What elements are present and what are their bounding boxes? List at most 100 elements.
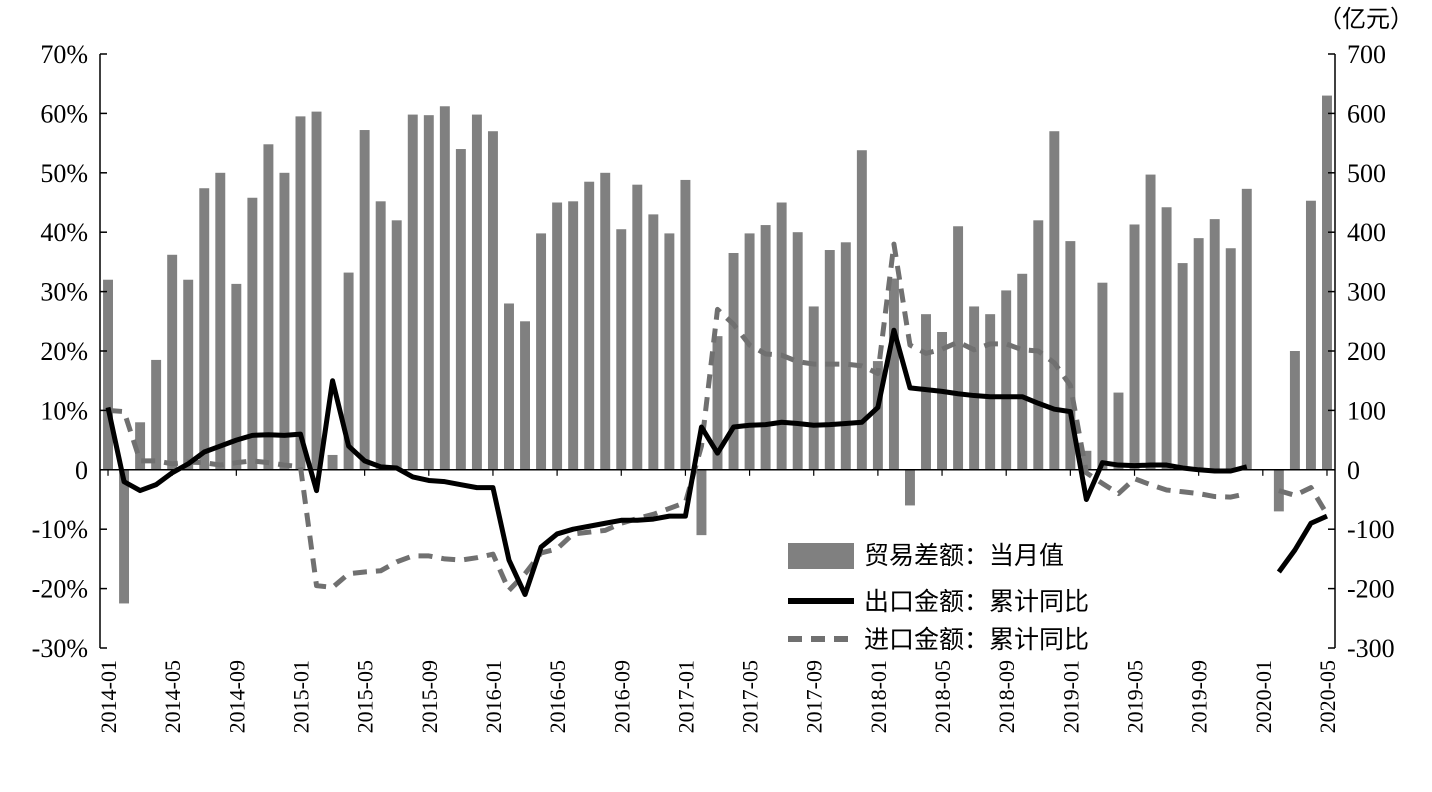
left-tick-label: 60% (40, 99, 88, 128)
bar-2016-10 (632, 184, 643, 470)
bar-2018-08 (985, 314, 996, 470)
bar-2019-11 (1225, 248, 1236, 470)
legend-label-trade-balance: 贸易差额：当月值 (864, 541, 1064, 570)
bar-2019-01 (1065, 241, 1076, 470)
bar-2015-10 (439, 106, 450, 470)
bar-2014-11 (263, 144, 274, 470)
x-tick-label: 2015-05 (353, 660, 378, 733)
bar-2014-12 (279, 172, 290, 470)
right-tick-label: 100 (1347, 396, 1386, 425)
bar-2017-02 (696, 469, 707, 536)
bar-2014-07 (199, 188, 210, 470)
bar-2019-03 (1097, 282, 1108, 470)
right-tick-label: 500 (1347, 159, 1386, 188)
left-tick-label: -20% (32, 575, 88, 604)
bar-2015-11 (455, 149, 466, 470)
bar-2016-05 (552, 202, 563, 470)
bar-2018-10 (1017, 273, 1028, 470)
right-tick-label: -100 (1347, 515, 1395, 544)
bar-2016-06 (568, 201, 579, 470)
bar-2015-02 (311, 111, 322, 470)
bar-2016-03 (520, 321, 530, 470)
bar-2015-06 (375, 201, 386, 470)
bar-2017-01 (680, 179, 691, 470)
x-tick-label: 2017-09 (802, 660, 827, 733)
left-tick-label: -30% (32, 634, 88, 663)
right-tick-label: -300 (1347, 634, 1395, 663)
bar-2014-03 (135, 422, 146, 470)
bar-2014-10 (247, 197, 258, 470)
bar-2018-12 (1049, 131, 1060, 470)
x-tick-label: 2017-05 (738, 660, 763, 733)
legend-label-import: 进口金额：累计同比 (864, 625, 1089, 654)
bar-2017-08 (792, 232, 803, 470)
right-tick-label: 600 (1347, 99, 1386, 128)
bar-2016-04 (536, 233, 547, 470)
bar-2015-09 (423, 115, 434, 470)
x-tick-label: 2018-01 (866, 660, 891, 733)
left-tick-label: -10% (32, 515, 88, 544)
bar-2017-03 (712, 336, 723, 470)
left-tick-label: 20% (40, 337, 88, 366)
left-tick-label: 30% (40, 278, 88, 307)
bar-2016-09 (616, 229, 627, 470)
bar-2017-09 (808, 306, 819, 470)
bar-2015-12 (471, 114, 482, 470)
bar-2014-02 (119, 469, 130, 604)
bar-2019-05 (1129, 224, 1140, 470)
left-tick-label: 70% (40, 40, 88, 69)
x-tick-label: 2018-05 (930, 660, 955, 733)
bar-2017-12 (856, 150, 867, 470)
bar-2018-05 (937, 331, 948, 470)
bar-2018-01 (872, 361, 883, 470)
export-yoy-line (105, 327, 1328, 598)
x-tick-label: 2020-05 (1315, 660, 1340, 733)
bar-2020-05 (1322, 95, 1332, 470)
x-tick-label: 2015-09 (417, 660, 442, 733)
bar-2016-02 (504, 303, 514, 470)
bar-2016-07 (584, 181, 595, 470)
bar-2014-08 (215, 172, 226, 470)
right-axis-unit: （亿元） (1318, 5, 1414, 33)
bar-2015-05 (359, 130, 370, 470)
x-tick-label: 2020-01 (1251, 660, 1276, 733)
bar-2020-04 (1305, 200, 1316, 470)
bar-2019-06 (1145, 174, 1156, 470)
right-tick-label: 0 (1347, 456, 1360, 485)
bar-2015-04 (343, 272, 354, 470)
x-tick-label: 2016-01 (481, 660, 506, 733)
bar-2019-12 (1241, 188, 1252, 470)
bar-2016-01 (487, 131, 498, 470)
right-tick-label: 300 (1347, 278, 1386, 307)
bar-2017-04 (728, 252, 739, 470)
lines-layer (105, 241, 1330, 598)
left-tick-label: 10% (40, 396, 88, 425)
bar-2018-02 (888, 278, 899, 470)
bar-2015-08 (407, 114, 418, 470)
bar-2014-04 (151, 359, 162, 470)
x-tick-label: 2018-09 (994, 660, 1019, 733)
x-tick-label: 2019-01 (1058, 660, 1083, 733)
x-tick-label: 2015-01 (288, 660, 313, 733)
left-tick-label: 50% (40, 159, 88, 188)
x-tick-label: 2019-05 (1123, 660, 1148, 733)
bar-2017-10 (824, 250, 835, 470)
import-yoy-line (107, 241, 1330, 593)
bar-2015-01 (295, 116, 306, 470)
x-tick-label: 2019-09 (1187, 660, 1212, 733)
bar-2018-06 (953, 226, 964, 470)
bar-2020-03 (1289, 351, 1300, 470)
bar-2018-03 (905, 469, 915, 506)
bar-2015-07 (391, 220, 402, 470)
bar-2019-08 (1177, 263, 1188, 470)
legend-swatch-bar (788, 543, 854, 569)
x-tick-label: 2014-01 (96, 660, 121, 733)
bar-2014-05 (167, 254, 178, 470)
bar-2016-11 (648, 214, 659, 470)
legend-label-export: 出口金额：累计同比 (864, 587, 1089, 616)
bar-2018-07 (969, 306, 980, 470)
bar-2017-07 (776, 202, 787, 470)
bar-2019-07 (1161, 207, 1172, 470)
